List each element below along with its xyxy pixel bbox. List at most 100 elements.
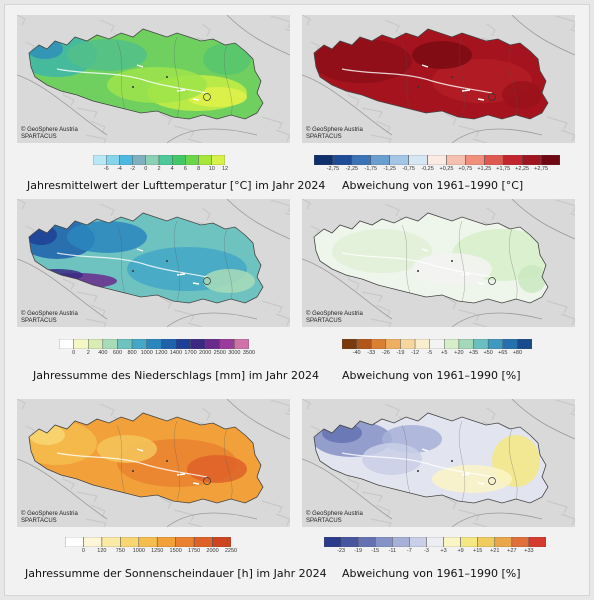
legend-tick-label: 1400 <box>169 350 183 356</box>
legend-swatch <box>465 155 485 165</box>
legend-tick-label: -0,75 <box>402 166 415 172</box>
legend-tick-label: 3500 <box>242 350 256 356</box>
region-fill <box>314 29 548 119</box>
legend-tick-label: 4 <box>170 166 174 172</box>
legend-swatch <box>190 339 206 349</box>
district-lines <box>401 220 518 302</box>
legend-swatch <box>73 339 89 349</box>
legend-tick-label: +33 <box>524 548 534 554</box>
region-outline <box>313 412 549 504</box>
legend-ticks: 0 120 750 1000 1250 1500 1750 2000 2250 <box>65 548 237 555</box>
district-lines <box>116 420 233 502</box>
legend-swatch <box>204 339 220 349</box>
legend-swatch <box>212 537 231 547</box>
legend-tick-label: 3000 <box>228 350 241 356</box>
legend-tick-label: +3 <box>440 548 447 554</box>
legend-tick-label: -2 <box>130 166 136 172</box>
district-lines <box>116 220 233 302</box>
legend-swatch <box>540 155 560 165</box>
legend-swatch <box>502 339 518 349</box>
legend-tick-label: 1000 <box>140 350 153 356</box>
legend-swatch <box>117 339 133 349</box>
legend-tick-label: -1,75 <box>364 166 378 172</box>
legend-swatch <box>487 339 503 349</box>
credit-label: © GeoSphere Austria SPARTACUS <box>21 311 78 324</box>
legend-swatch <box>314 155 334 165</box>
legend-tick-label: +2,25 <box>515 166 530 172</box>
legend-tick-label: +65 <box>498 350 508 356</box>
legend-tick-label: 1750 <box>187 548 201 554</box>
border-lines <box>302 399 575 527</box>
legend-swatch <box>234 339 249 349</box>
town-dot <box>166 76 168 78</box>
legend-tick-label: -0,25 <box>421 166 434 172</box>
legend-tick-label: -11 <box>388 548 397 554</box>
city-marker <box>203 93 211 101</box>
legend-swatch <box>138 537 158 547</box>
legend-swatch <box>175 339 191 349</box>
legend-tick-label: 2000 <box>199 350 212 356</box>
legend-swatch <box>132 155 146 165</box>
border-lines <box>17 199 290 327</box>
legend-tick-label: +5 <box>441 350 448 356</box>
panel-sunshine-deviation: © GeoSphere Austria SPARTACUS -23 -19 -15 -1… <box>302 399 575 585</box>
region-outline <box>313 212 549 304</box>
legend-tick-label: 600 <box>112 350 123 356</box>
legend-swatch <box>370 155 390 165</box>
legend-tick-label: +80 <box>512 350 523 356</box>
legend-ticks: -2,75 -2,25 -1,75 -1,25 -0,75 -0,25 +0,25 +0,75… <box>314 166 560 173</box>
legend-tick-label: +0,25 <box>439 166 454 172</box>
legend-swatch <box>198 155 212 165</box>
legend-swatch <box>458 339 474 349</box>
border-lines <box>302 15 575 143</box>
map-precipitation-deviation <box>302 199 575 327</box>
caption-precipitation: Jahressumme des Niederschlags [mm] im Ja… <box>33 369 319 382</box>
legend-tick-label: -4 <box>116 166 122 172</box>
legend-swatch <box>102 339 118 349</box>
city-marker <box>488 93 496 101</box>
town-dot <box>417 270 419 272</box>
legend-tick-label: 2500 <box>213 350 226 356</box>
region-outline <box>313 28 549 120</box>
caption-precipitation-deviation: Abweichung von 1961–1990 [%] <box>342 369 521 382</box>
border-lines <box>17 399 290 527</box>
legend-swatch <box>120 537 140 547</box>
legend-tick-label: 1500 <box>169 548 182 554</box>
legend-swatch <box>494 537 513 547</box>
legend-ticks: 0 2 400 600 800 1000 1200 1400 1700 2000 2500 3000 3… <box>59 350 255 357</box>
legend-swatch <box>392 537 410 547</box>
legend-swatch <box>521 155 542 165</box>
city-marker <box>203 277 211 285</box>
caption-temperature: Jahresmittelwert der Lufttemperatur [°C]… <box>27 179 326 192</box>
caption-temperature-deviation: Abweichung von 1961–1990 [°C] <box>342 179 524 192</box>
legend-ticks: -40 -33 -26 -19 -12 -5 +5 +20 +35 +50 +65 +80 <box>342 350 532 357</box>
legend-precipitation-deviation <box>342 339 532 349</box>
legend-tick-label: +20 <box>454 350 464 356</box>
district-lines <box>401 36 518 118</box>
legend-tick-label: 1000 <box>132 548 145 554</box>
legend-swatch <box>357 537 376 547</box>
legend-tick-label: -12 <box>411 350 420 356</box>
legend-swatch <box>460 537 478 547</box>
legend-tick-label: 2250 <box>224 548 238 554</box>
legend-swatch <box>351 155 372 165</box>
legend-swatch <box>408 155 428 165</box>
town-dot <box>132 270 134 272</box>
town-dot <box>417 86 419 88</box>
legend-swatch <box>101 537 121 547</box>
map-temperature <box>17 15 290 143</box>
legend-ticks: -6 -4 -2 0 2 4 6 8 10 12 <box>93 166 228 173</box>
legend-swatch <box>93 155 107 165</box>
region-outline <box>28 28 264 120</box>
legend-swatch <box>426 537 444 547</box>
legend-swatch <box>427 155 447 165</box>
city-marker <box>488 277 496 285</box>
legend-swatch <box>145 155 160 165</box>
town-dot <box>417 470 419 472</box>
legend-swatch <box>156 537 176 547</box>
credit-label: © GeoSphere Austria SPARTACUS <box>21 511 78 524</box>
legend-tick-label: -19 <box>354 548 363 554</box>
credit-label: © GeoSphere Austria SPARTACUS <box>306 511 363 524</box>
legend-swatch <box>65 537 84 547</box>
legend-tick-label: +1,25 <box>477 166 492 172</box>
